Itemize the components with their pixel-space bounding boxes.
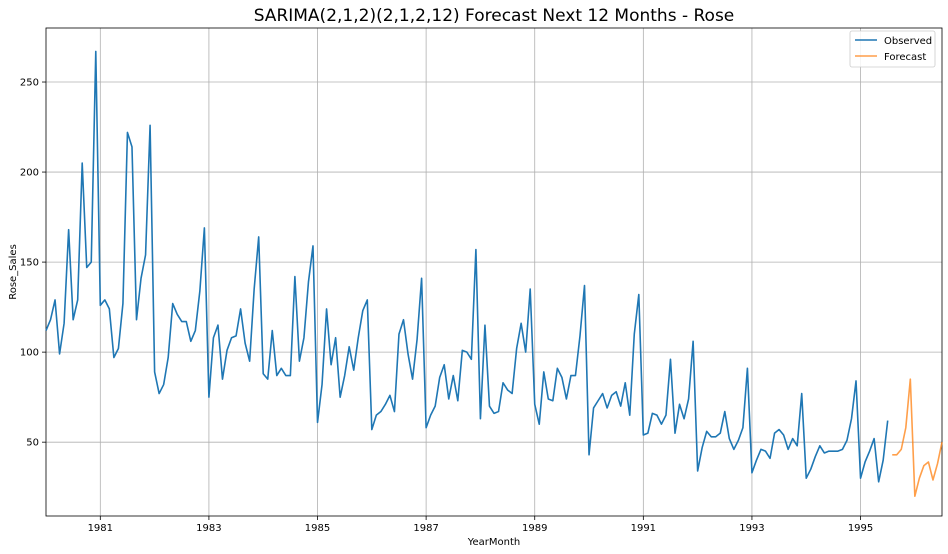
y-tick-label: 150 [20,258,39,269]
series-group [45,50,943,497]
x-tick-label: 1987 [413,523,438,534]
x-tick-label: 1983 [196,523,221,534]
x-axis-ticks: 1981 1983 1985 1987 1989 1991 1993 1995 [88,516,873,534]
legend-label-observed: Observed [884,36,932,47]
y-tick-label: 50 [26,438,39,449]
y-tick-label: 250 [20,78,39,89]
legend-label-forecast: Forecast [884,52,926,63]
x-tick-label: 1991 [631,523,656,534]
x-axis-label: YearMonth [467,537,521,548]
y-axis-ticks: 50 100 150 200 250 [20,78,46,449]
series-line-observed [45,50,889,483]
y-tick-label: 200 [20,168,39,179]
x-tick-label: 1993 [739,523,764,534]
x-tick-label: 1995 [848,523,873,534]
y-tick-label: 100 [20,348,39,359]
x-tick-label: 1989 [522,523,547,534]
legend: Observed Forecast [849,30,936,68]
x-tick-label: 1985 [305,523,330,534]
chart-title: SARIMA(2,1,2)(2,1,2,12) Forecast Next 12… [254,6,735,26]
series-line-forecast [892,378,943,497]
grid-lines [46,28,942,516]
x-tick-label: 1981 [88,523,113,534]
plot-frame [45,27,943,517]
y-axis-label: Rose_Sales [8,244,19,300]
